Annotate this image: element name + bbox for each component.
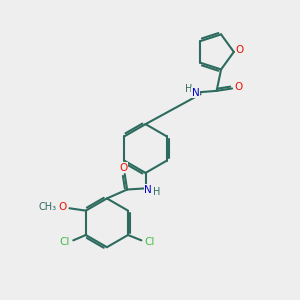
Text: H: H <box>153 187 160 197</box>
Text: O: O <box>235 82 243 92</box>
Text: O: O <box>119 163 128 172</box>
Text: O: O <box>235 45 243 56</box>
Text: O: O <box>59 202 67 212</box>
Text: CH₃: CH₃ <box>39 202 57 212</box>
Text: Cl: Cl <box>60 236 70 247</box>
Text: H: H <box>185 84 192 94</box>
Text: N: N <box>192 88 200 98</box>
Text: N: N <box>144 184 152 194</box>
Text: Cl: Cl <box>145 236 155 247</box>
